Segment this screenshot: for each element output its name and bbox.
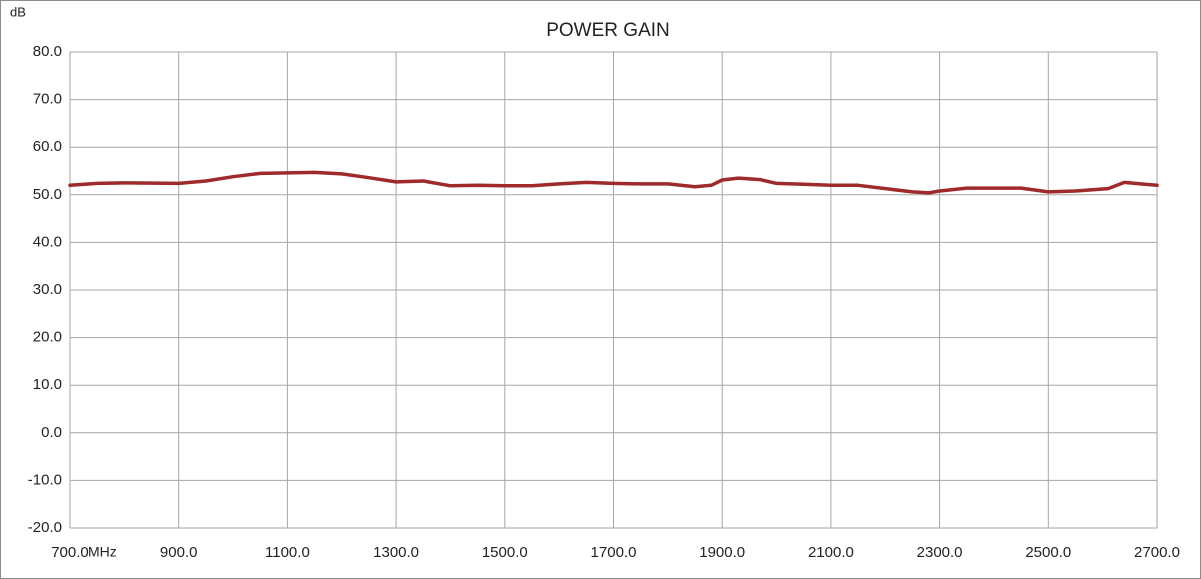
y-tick-label: 30.0 <box>33 281 62 298</box>
y-axis-label: dB <box>10 4 26 19</box>
x-tick-label: 1100.0 <box>265 544 310 561</box>
data-line <box>68 170 1159 195</box>
x-tick-label: 700.0 <box>51 544 89 561</box>
x-tick-label: 1700.0 <box>591 544 637 561</box>
x-tick-label: 1900.0 <box>699 544 745 561</box>
x-tick-label: 2300.0 <box>917 544 963 561</box>
y-tick-label: 40.0 <box>33 233 62 250</box>
y-tick-label: 80.0 <box>33 43 62 60</box>
x-tick-label: 2100.0 <box>808 544 854 561</box>
y-tick-label: 10.0 <box>33 376 62 393</box>
x-tick-label: 1500.0 <box>482 544 528 561</box>
y-tick-label: 0.0 <box>41 424 62 441</box>
y-tick-label: 60.0 <box>33 138 62 155</box>
x-tick-label: 1300.0 <box>373 544 419 561</box>
x-tick-label: 2700.0 <box>1134 544 1180 561</box>
y-tick-label: 50.0 <box>33 186 62 203</box>
x-tick-label: 2500.0 <box>1025 544 1071 561</box>
y-tick-label: -20.0 <box>28 519 62 536</box>
chart-title: POWER GAIN <box>546 20 670 41</box>
y-tick-label: -10.0 <box>28 471 62 488</box>
x-axis-label: MHz <box>88 544 117 560</box>
x-tick-label: 900.0 <box>160 544 198 561</box>
y-tick-label: 20.0 <box>33 329 62 346</box>
y-tick-label: 70.0 <box>33 91 62 108</box>
